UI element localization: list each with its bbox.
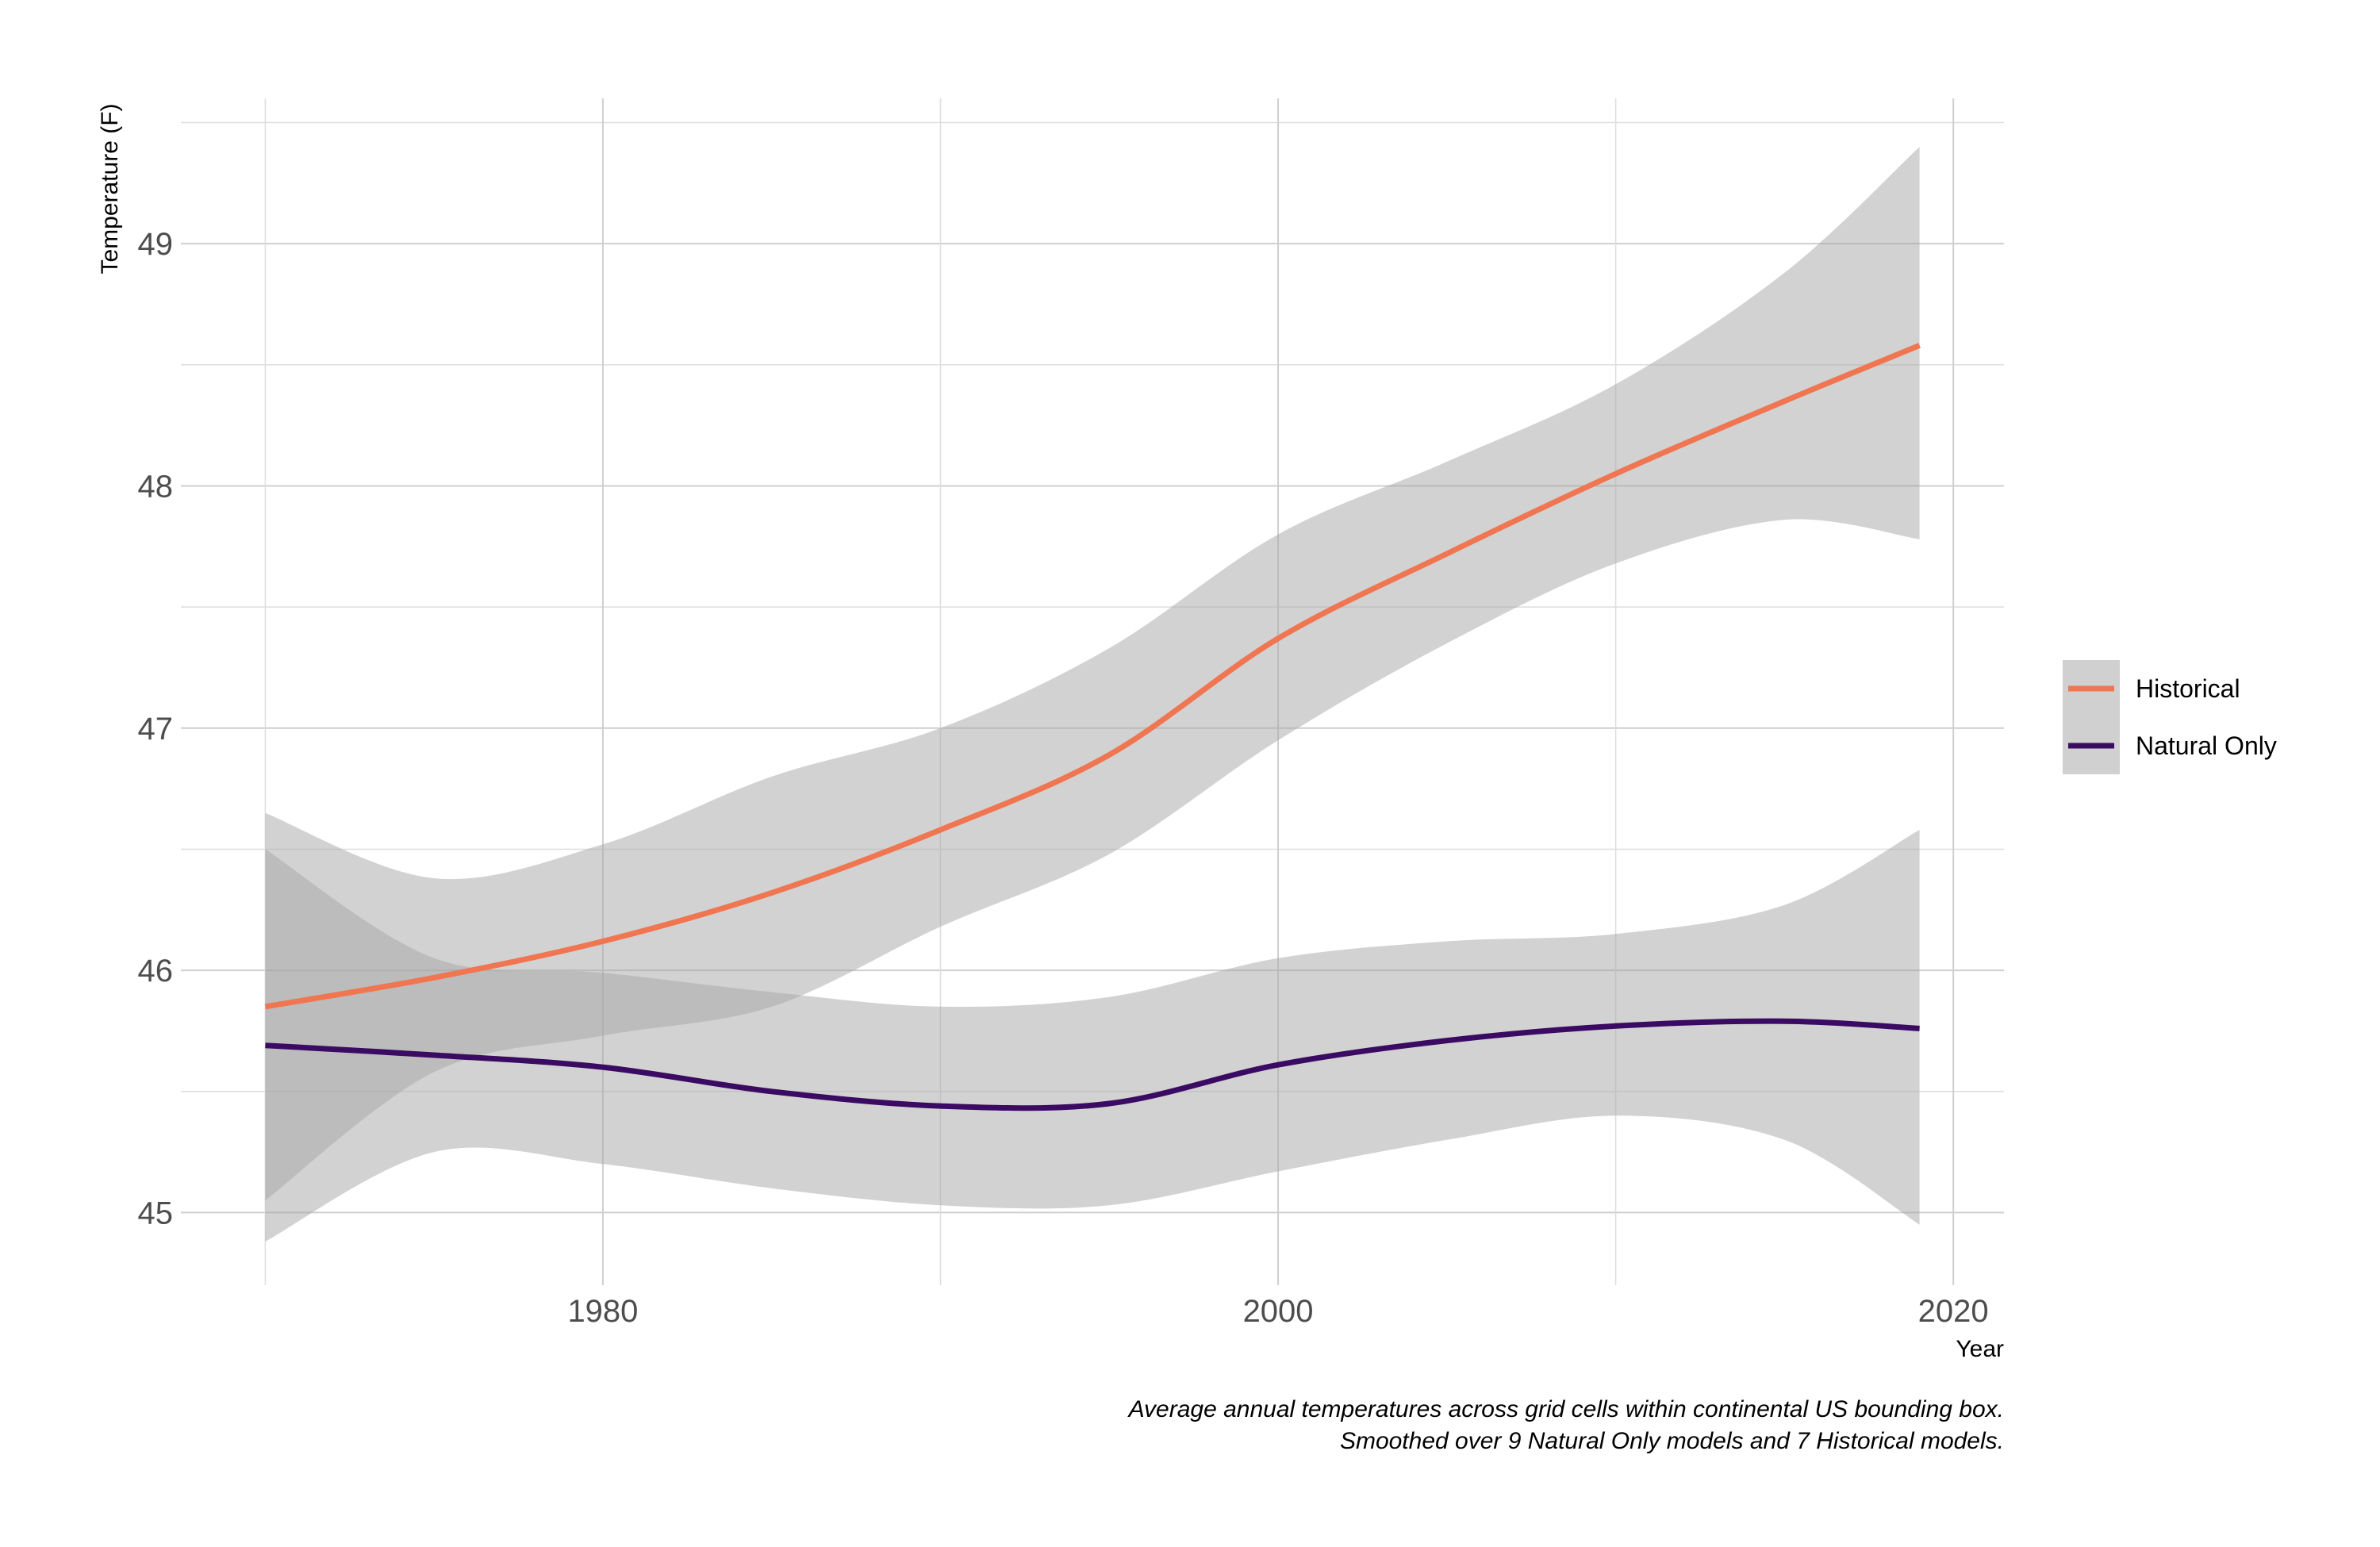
y-tick-label: 45 (138, 1196, 174, 1230)
legend-item-historical: Historical (2063, 660, 2240, 717)
y-tick-label: 48 (138, 469, 174, 504)
legend-item-natural-only: Natural Only (2063, 717, 2277, 774)
x-tick-label: 2020 (1918, 1294, 1989, 1329)
y-axis-title: Temperature (F) (97, 103, 123, 274)
x-axis-title: Year (1956, 1336, 2004, 1362)
y-tick-label: 49 (138, 227, 174, 262)
series-lines (264, 343, 1921, 1111)
confidence-ribbons (265, 147, 1920, 1242)
x-axis-ticks: 1980 2000 2020 (567, 1294, 1988, 1329)
x-tick-label: 2000 (1243, 1294, 1314, 1329)
y-axis-ticks: 45 46 47 48 49 (138, 227, 174, 1230)
caption-line-2: Smoothed over 9 Natural Only models and … (1340, 1428, 2004, 1454)
y-tick-label: 46 (138, 954, 174, 988)
y-tick-label: 47 (138, 712, 174, 747)
legend: Historical Natural Only (2063, 660, 2277, 774)
legend-label: Natural Only (2136, 731, 2277, 760)
caption-line-1: Average annual temperatures across grid … (1127, 1396, 2004, 1422)
legend-label: Historical (2136, 674, 2240, 703)
ribbon-historical (265, 147, 1920, 1201)
x-tick-label: 1980 (567, 1294, 638, 1329)
ribbon-natural-only (265, 830, 1920, 1242)
line-historical (264, 343, 1921, 1010)
line-natural-only (265, 1018, 1920, 1111)
